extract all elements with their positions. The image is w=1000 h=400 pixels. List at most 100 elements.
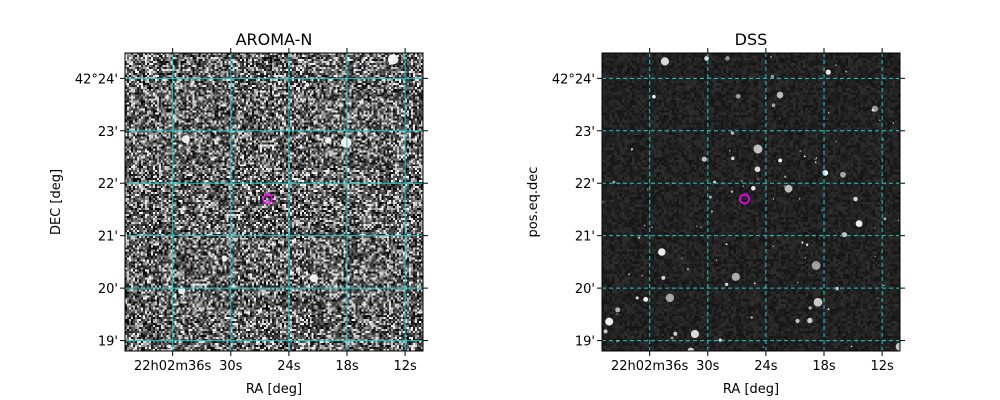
x-tick-label: 24s — [754, 359, 778, 374]
star-spot — [803, 155, 806, 158]
star-spot — [710, 210, 713, 213]
star-spot — [762, 346, 764, 348]
y-tick-label: 19' — [98, 335, 118, 350]
star-spot — [715, 259, 718, 261]
star-spot — [815, 158, 817, 160]
star-spot — [350, 197, 352, 199]
star-spot — [221, 255, 228, 261]
star-spot — [751, 186, 756, 191]
star-spot — [783, 185, 786, 187]
star-spot — [237, 55, 239, 57]
star-spot — [181, 135, 190, 144]
x-tick-label: 30s — [696, 359, 720, 374]
star-spot — [154, 175, 157, 178]
star-spot — [324, 137, 332, 144]
star-spot — [670, 336, 674, 340]
star-spot — [630, 148, 634, 151]
y-tick-label: 22' — [575, 177, 595, 192]
star-spot — [799, 150, 801, 152]
y-tick-label: 21' — [575, 230, 595, 245]
star-spot — [640, 75, 642, 77]
panel-2: 22h02m36s 30s 24s 18s 12s 42°24' 23' 22' 21' 20' 1… — [526, 30, 905, 397]
star-spot — [753, 144, 763, 154]
y-tick-label: 23' — [98, 125, 118, 140]
star-spot — [673, 331, 678, 336]
y-tick-label: 20' — [98, 282, 118, 297]
star-spot — [828, 112, 830, 114]
star-spot — [340, 137, 352, 148]
y-axis-label: DEC [deg] — [49, 169, 64, 235]
star-spot — [641, 275, 643, 277]
x-tick-label: 12s — [393, 359, 417, 374]
star-spot — [757, 178, 759, 180]
star-spot — [686, 267, 690, 271]
sky-image — [602, 53, 900, 351]
star-spot — [807, 317, 813, 324]
star-spot — [312, 100, 315, 103]
star-spot — [638, 236, 641, 239]
star-spot — [799, 198, 801, 200]
star-spot — [387, 54, 399, 65]
x-tick-label: 30s — [219, 359, 243, 374]
star-spot — [821, 209, 823, 211]
x-tick-label: 22h02m36s — [134, 359, 212, 374]
star-spot — [797, 282, 799, 284]
star-spot — [778, 158, 783, 163]
star-spot — [311, 289, 314, 291]
target-marker — [262, 193, 273, 205]
star-spot — [660, 57, 670, 66]
star-spot — [615, 307, 621, 313]
star-spot — [701, 156, 707, 162]
star-spot — [713, 180, 716, 184]
star-spot — [827, 308, 830, 311]
star-spot — [879, 119, 881, 121]
star-spot — [725, 282, 729, 287]
star-spot — [362, 189, 364, 191]
star-spot — [725, 243, 728, 246]
panel-title: AROMA-N — [236, 30, 313, 49]
star-spot — [882, 139, 884, 141]
y-tick-label: 19' — [575, 335, 595, 350]
x-axis-label: RA [deg] — [723, 382, 779, 397]
star-spot — [874, 227, 876, 229]
star-spot — [804, 257, 806, 259]
star-spot — [795, 318, 800, 323]
star-spot — [883, 284, 885, 287]
panel-1: 22h02m36s 30s 24s 18s 12s 42°24' 23' 22' 21' 20' 1… — [49, 30, 428, 397]
star-spot — [892, 122, 895, 124]
star-spot — [345, 250, 347, 252]
star-spot — [835, 140, 837, 143]
star-spot — [690, 329, 699, 339]
sky-image — [125, 53, 423, 351]
star-spot — [658, 252, 661, 255]
axes-frame — [124, 52, 424, 352]
axes-frame — [601, 52, 901, 352]
star-spot — [735, 93, 741, 99]
star-spot — [731, 156, 735, 161]
y-tick-label: 23' — [575, 125, 595, 140]
star-spot — [850, 345, 853, 348]
star-spot — [840, 171, 846, 178]
star-spot — [883, 217, 887, 221]
x-tick-label: 22h02m36s — [611, 359, 689, 374]
star-spot — [616, 313, 618, 315]
star-spot — [808, 306, 812, 310]
target-marker — [739, 193, 750, 205]
star-spot — [771, 103, 776, 108]
star-spot — [784, 184, 793, 193]
star-spot — [644, 224, 646, 227]
star-spot — [805, 243, 809, 246]
star-spot — [392, 85, 394, 87]
y-tick-label: 22' — [98, 177, 118, 192]
star-spot — [877, 297, 879, 299]
star-spot — [605, 317, 614, 326]
star-spot — [822, 170, 829, 176]
star-spot — [665, 293, 675, 303]
star-spot — [874, 255, 876, 258]
y-tick-label: 20' — [575, 282, 595, 297]
star-spot — [772, 245, 774, 247]
star-spot — [729, 150, 731, 152]
star-spot — [731, 272, 740, 281]
star-spot — [725, 56, 730, 61]
